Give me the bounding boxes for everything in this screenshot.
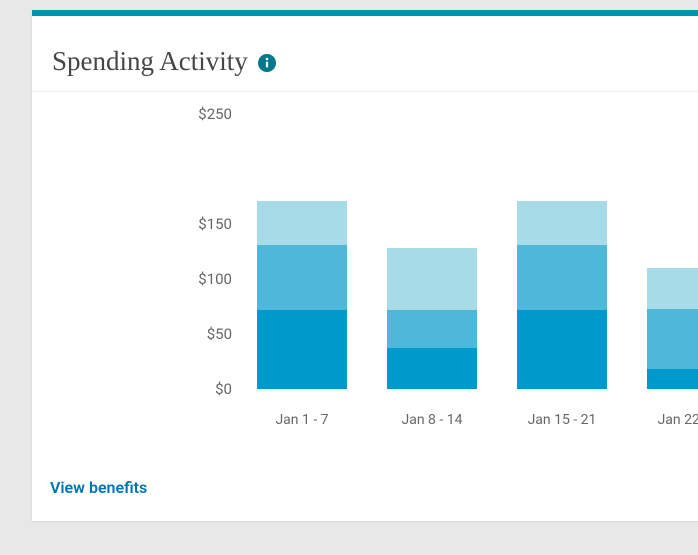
bar-segment (257, 201, 347, 245)
card-footer: View benefits (32, 462, 698, 521)
bar-segment (387, 310, 477, 349)
x-tick-label: Jan 8 - 14 (387, 412, 477, 428)
card-title: Spending Activity (52, 46, 248, 77)
bar-segment (517, 310, 607, 389)
bar-stack[interactable] (387, 248, 477, 389)
bars-container (257, 114, 698, 389)
x-tick-label: Jan 15 - 21 (517, 412, 607, 428)
bar-segment (257, 245, 347, 310)
info-icon[interactable] (258, 54, 276, 72)
card-header: Spending Activity (32, 16, 698, 92)
bar-segment (387, 348, 477, 389)
bar-stack[interactable] (517, 201, 607, 389)
spending-card: Spending Activity $0 $50 $100 $150 $250 Jan … (32, 10, 698, 521)
y-tick-label: $50 (207, 325, 232, 343)
bar-segment (387, 248, 477, 310)
bar-segment (517, 201, 607, 245)
view-benefits-link[interactable]: View benefits (50, 478, 147, 497)
bar-stack[interactable] (257, 201, 347, 389)
bar-segment (517, 245, 607, 310)
bar-segment (647, 268, 698, 309)
bar-segment (257, 310, 347, 389)
bar-segment (647, 309, 698, 370)
y-tick-label: $100 (198, 270, 232, 288)
bar-segment (647, 369, 698, 389)
x-axis-labels: Jan 1 - 7 Jan 8 - 14 Jan 15 - 21 Jan 22 - 3… (257, 412, 698, 428)
x-tick-label: Jan 1 - 7 (257, 412, 347, 428)
x-tick-label: Jan 22 - 31 (647, 412, 698, 428)
y-tick-label: $150 (198, 215, 232, 233)
y-axis: $0$50$100$150$250 (32, 114, 242, 404)
y-tick-label: $0 (215, 380, 232, 398)
bar-stack[interactable] (647, 268, 698, 389)
spending-chart: $0$50$100$150$250 Jan 1 - 7Jan 8 - 14Jan… (32, 92, 698, 462)
y-tick-label: $250 (198, 105, 232, 123)
